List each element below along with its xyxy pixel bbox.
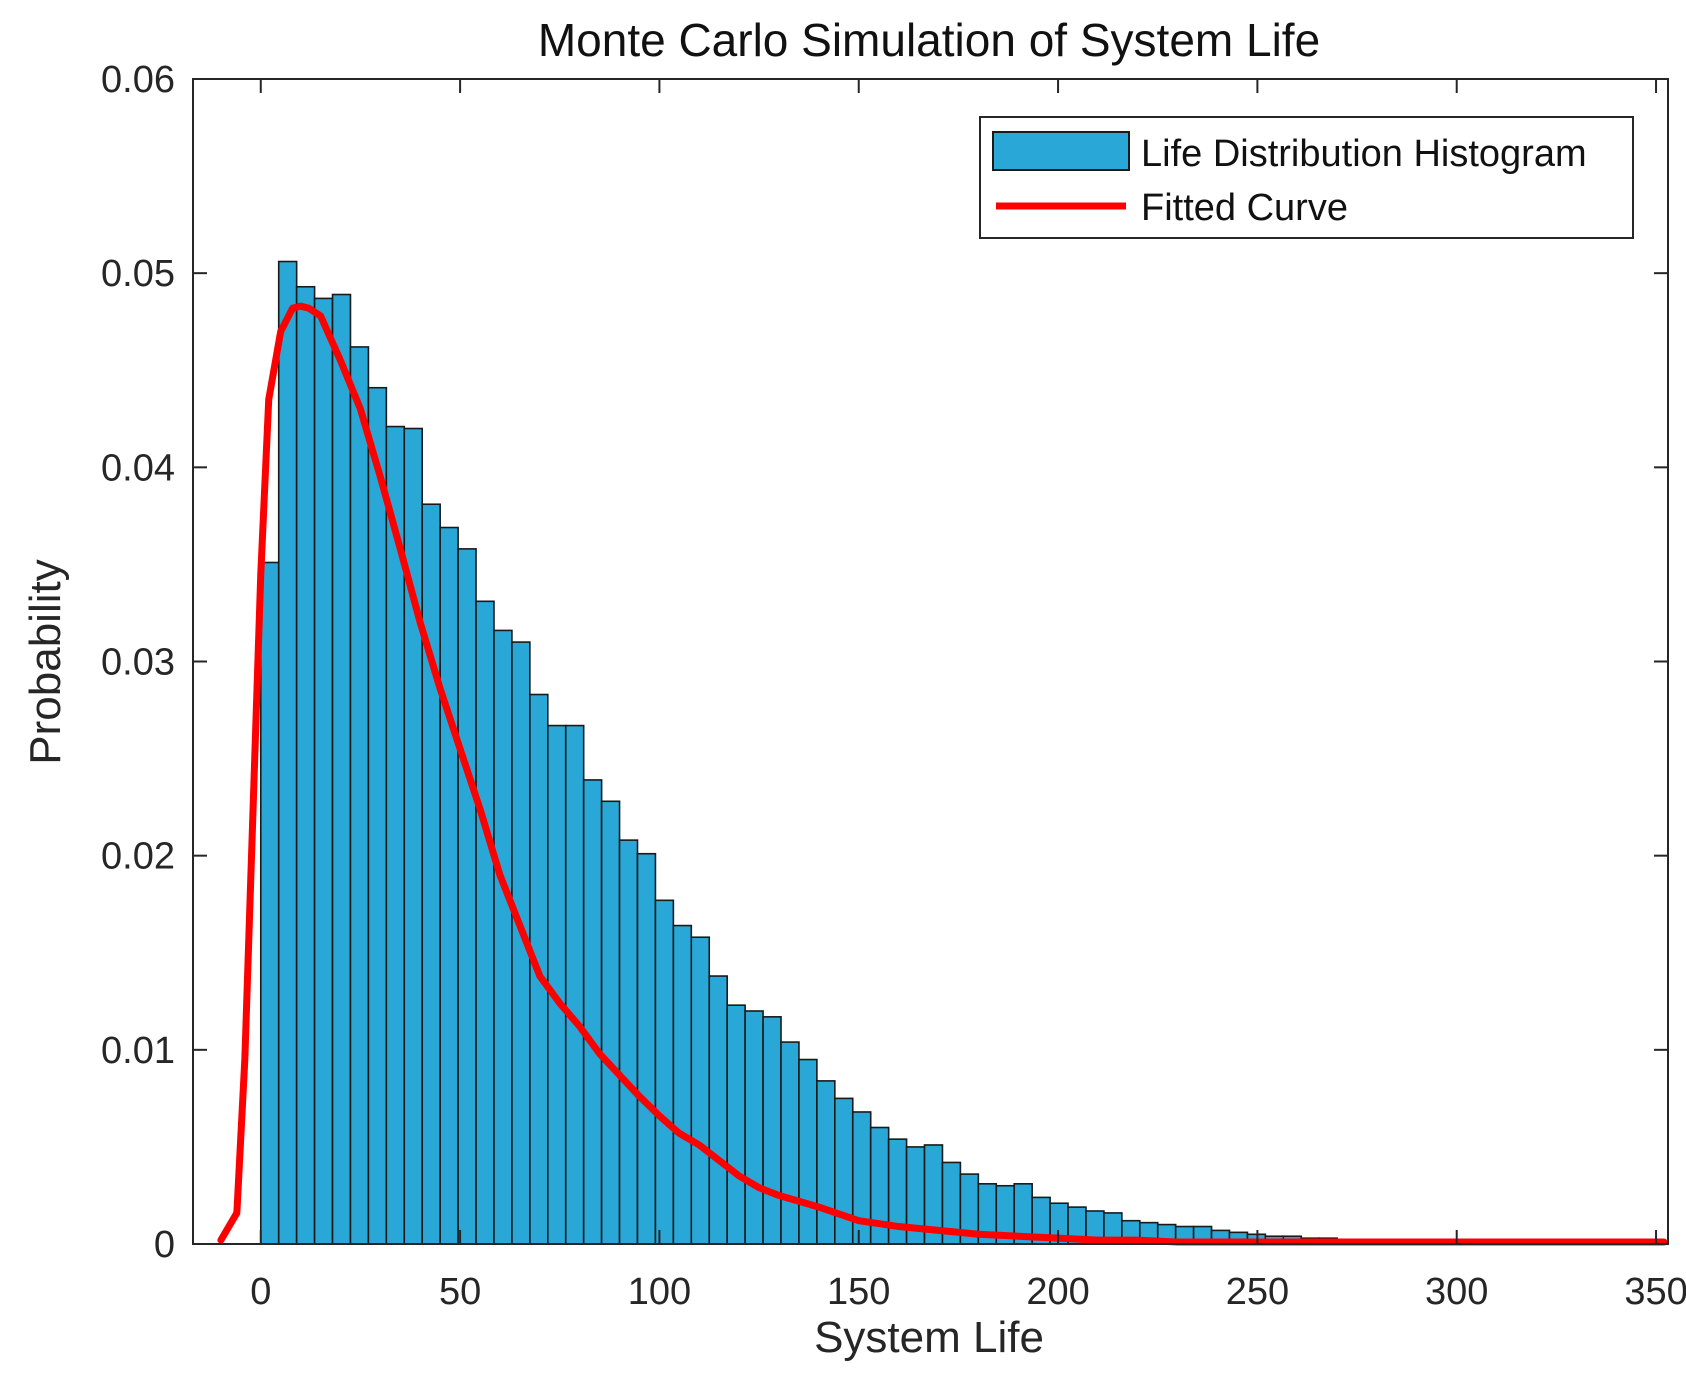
histogram-bar	[834, 1097, 854, 1245]
histogram-bar	[654, 899, 675, 1245]
histogram-bar	[403, 427, 424, 1245]
histogram-bar	[349, 346, 370, 1245]
histogram-bar	[708, 975, 728, 1245]
histogram-bar	[493, 629, 513, 1245]
histogram-bar	[367, 386, 388, 1245]
y-ticks: 0 0.01 0.02 0.03 0.04 0.05 0.06	[101, 59, 1668, 1266]
x-tick-label: 350	[1624, 1271, 1686, 1313]
histogram-bar	[259, 561, 280, 1245]
histogram-bar	[421, 503, 441, 1245]
x-tick-label: 250	[1226, 1271, 1289, 1313]
legend-box	[979, 116, 1634, 239]
y-tick-label: 0.06	[101, 59, 175, 101]
histogram-bar	[313, 297, 334, 1245]
histogram-bar	[582, 779, 603, 1245]
histogram-bar	[600, 800, 621, 1245]
legend-curve-label: Fitted Curve	[1141, 187, 1348, 229]
histogram-bar	[439, 526, 459, 1245]
x-tick-label: 0	[250, 1271, 271, 1313]
y-tick-label: 0.01	[101, 1030, 175, 1072]
histogram-bar	[277, 260, 298, 1245]
histogram-bar	[816, 1080, 836, 1245]
legend-histogram-label: Life Distribution Histogram	[1141, 133, 1587, 175]
x-tick-label: 150	[827, 1271, 890, 1313]
y-tick-label: 0.03	[101, 642, 175, 684]
histogram-bar	[690, 936, 711, 1245]
x-tick-label: 100	[628, 1271, 691, 1313]
histogram-bar	[798, 1058, 818, 1245]
chart-title: Monte Carlo Simulation of System Life	[538, 14, 1320, 66]
y-tick-label: 0.05	[101, 253, 175, 295]
histogram-bar	[331, 293, 352, 1245]
y-axis-label: Probability	[21, 559, 70, 764]
histogram-bar	[475, 600, 495, 1245]
histogram-bar	[780, 1041, 800, 1245]
histogram-bar	[295, 285, 316, 1245]
histogram-bar	[744, 1010, 764, 1245]
x-tick-label: 300	[1425, 1271, 1488, 1313]
histogram-bar	[564, 724, 585, 1245]
axes-group: 0 50 100 150 200 250 300 350 00.010.020.030.040…	[101, 59, 1686, 1313]
histogram-bar	[457, 548, 477, 1245]
histogram-bar	[726, 1004, 746, 1245]
x-ticks: 0 50 100 150 200 250 300 350	[250, 79, 1686, 1313]
histogram-bar	[672, 924, 693, 1245]
histogram-bar	[762, 1016, 782, 1245]
x-tick-label: 200	[1026, 1271, 1089, 1313]
y-tick-label: 0	[154, 1224, 175, 1266]
x-tick-label: 50	[439, 1271, 481, 1313]
x-axis-label: System Life	[814, 1313, 1044, 1362]
histogram-bar	[618, 839, 639, 1245]
legend-histogram-swatch	[992, 131, 1130, 171]
histogram-bar	[636, 852, 657, 1245]
fitted-curve-line	[217, 302, 1668, 1246]
legend: Life Distribution Histogram Fitted Curve	[979, 116, 1634, 239]
y-tick-label: 0.04	[101, 447, 175, 489]
y-tick-label: 0.02	[101, 836, 175, 878]
